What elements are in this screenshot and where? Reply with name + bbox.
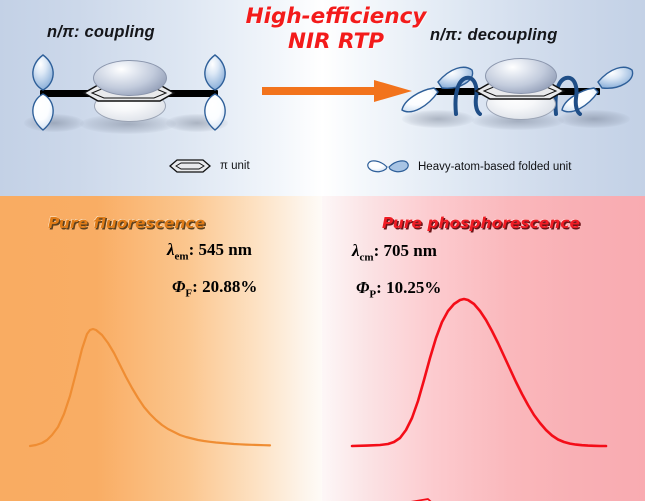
lambda-value: 705 nm: [383, 241, 437, 260]
right-phi-stat: ΦP: 10.25%: [356, 278, 442, 301]
figure-title-line2: NIR RTP: [287, 29, 385, 54]
legend-label-pi-unit: π unit: [220, 160, 250, 172]
p-orbital-right-icon: [204, 54, 226, 131]
figure-title-line1: High-efficiency: [245, 4, 427, 29]
legend-item-pi-unit: π unit: [168, 158, 250, 174]
bond-right: [152, 90, 218, 97]
phosphorescence-curve: [350, 297, 608, 448]
right-panel-title: Pure phosphorescence: [382, 214, 580, 232]
p-orbital-left-icon: [32, 54, 54, 131]
lambda-subscript: em: [174, 250, 189, 263]
phi-subscript: F: [185, 287, 193, 300]
folded-orbital-left-icon: [401, 66, 474, 113]
lambda-symbol: λ: [167, 240, 175, 259]
legend-item-folded-unit: Heavy-atom-based folded unit: [366, 158, 571, 176]
folded-orbital-right-icon: [561, 66, 634, 113]
right-panel-phosphorescence: Se S S N S N Se 500 600 700 800 900 1000…: [322, 196, 645, 501]
n-orbital-squiggle-left-icon: [453, 75, 482, 116]
bond-left: [40, 90, 106, 97]
label-coupling: n/π: coupling: [47, 23, 155, 41]
left-phi-stat: ΦF: 20.88%: [172, 277, 258, 300]
shadow: [80, 114, 176, 134]
pi-cloud-upper: [93, 60, 167, 96]
folded-lobe-icon: [367, 160, 409, 173]
shadow: [558, 110, 630, 128]
right-lambda-stat: λcm: 705 nm: [352, 241, 437, 264]
left-panel-fluorescence: Se N S N Se 500 600 700 800 Wavelength (…: [0, 196, 322, 501]
phi-symbol: Φ: [356, 278, 370, 297]
lambda-symbol: λ: [352, 241, 360, 260]
legend-label-folded-unit: Heavy-atom-based folded unit: [418, 161, 572, 173]
label-decoupling: n/π: decoupling: [430, 26, 558, 44]
lambda-subscript: cm: [359, 251, 374, 264]
coupled-orbital-assembly: [14, 48, 244, 143]
phosphorescence-spectrum-chart: [350, 297, 608, 448]
transformation-arrow-icon: [262, 80, 412, 102]
left-panel-title: Pure fluorescence: [48, 214, 206, 232]
lambda-value: 545 nm: [198, 240, 252, 259]
phi-value: 10.25%: [386, 278, 442, 297]
phi-value: 20.88%: [202, 277, 258, 296]
phi-symbol: Φ: [172, 277, 186, 296]
pi-cloud-upper: [485, 58, 557, 94]
molecule-phosphor: Se S S N S N Se: [410, 498, 432, 501]
top-panel-mechanism: n/π: coupling n/π: decoupling High-effic…: [0, 0, 645, 196]
phi-subscript: P: [369, 288, 377, 301]
fluorescence-curve: [28, 327, 272, 448]
bond-left: [434, 88, 494, 95]
bond-right: [540, 88, 600, 95]
left-lambda-stat: λem: 545 nm: [167, 240, 252, 263]
pi-unit-lens-icon: [169, 159, 211, 173]
decoupled-orbital-assembly: [398, 48, 638, 143]
fluorescence-spectrum-chart: [28, 327, 272, 448]
figure-title: High-efficiency NIR RTP: [238, 4, 434, 54]
